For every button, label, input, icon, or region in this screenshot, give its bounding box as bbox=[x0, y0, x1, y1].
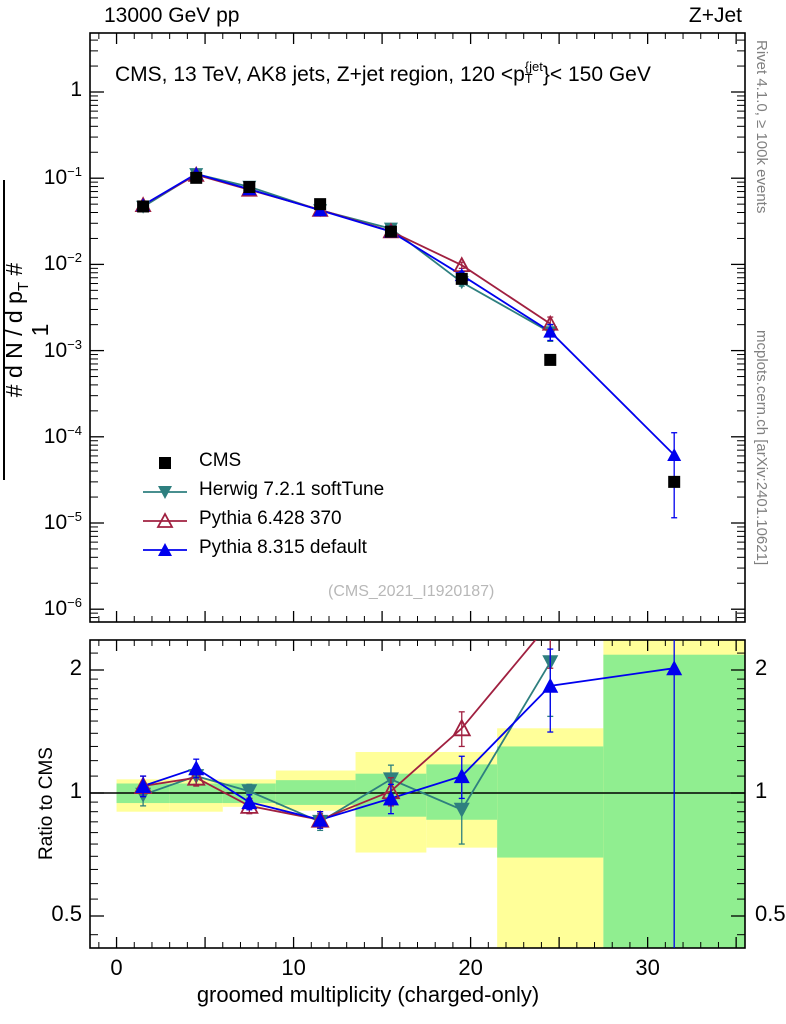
ratio-panel bbox=[89, 639, 746, 949]
data-marker bbox=[159, 457, 171, 469]
main-y-tick-label: 10−4 bbox=[43, 422, 82, 448]
data-marker bbox=[453, 768, 470, 784]
main-y-tick-label: 10−1 bbox=[43, 164, 82, 190]
header-right-label: Z+Jet bbox=[688, 4, 742, 27]
data-marker bbox=[158, 486, 172, 499]
legend bbox=[143, 457, 187, 556]
data-marker bbox=[241, 784, 258, 800]
watermark-label: (CMS_2021_I1920187) bbox=[328, 583, 495, 600]
ratio-y-tick-label-right: 1 bbox=[755, 778, 768, 803]
main-y-tick-label: 10−6 bbox=[43, 595, 82, 621]
ratio-y-tick-label-left: 2 bbox=[69, 655, 82, 680]
svg-text:1: 1 bbox=[27, 324, 53, 337]
header-left-label: 13000 GeV pp bbox=[104, 4, 240, 27]
main-panel bbox=[89, 32, 746, 623]
data-marker bbox=[135, 778, 152, 794]
data-marker bbox=[312, 811, 329, 827]
legend-label: CMS bbox=[199, 450, 242, 471]
data-marker bbox=[453, 802, 470, 818]
main-y-axis-label: d2N d pT d λ# d N / d pT #1 bbox=[0, 0, 60, 620]
main-y-tick-label: 10−2 bbox=[43, 250, 82, 276]
data-marker bbox=[666, 660, 683, 676]
data-marker bbox=[158, 543, 172, 556]
main-y-tick-label: 10−5 bbox=[43, 509, 82, 534]
series-line bbox=[142, 173, 551, 334]
data-marker bbox=[452, 718, 472, 737]
data-marker bbox=[455, 272, 468, 285]
series-line bbox=[142, 173, 551, 325]
data-marker bbox=[667, 447, 682, 461]
x-tick-label: 10 bbox=[281, 955, 306, 980]
data-marker bbox=[188, 760, 205, 776]
ratio-y-tick-label-right: 0.5 bbox=[755, 901, 786, 926]
ratio-series bbox=[133, 640, 683, 948]
band-inner bbox=[497, 746, 604, 858]
x-tick-label: 30 bbox=[635, 955, 660, 980]
data-marker bbox=[156, 512, 174, 528]
data-marker bbox=[314, 198, 327, 211]
legend-label: Herwig 7.2.1 softTune bbox=[199, 479, 385, 500]
legend-label: Pythia 8.315 default bbox=[199, 537, 367, 558]
data-marker bbox=[384, 225, 397, 238]
series-line bbox=[142, 172, 675, 456]
ratio-y-tick-label-left: 0.5 bbox=[51, 901, 82, 926]
data-marker bbox=[382, 790, 399, 806]
data-marker bbox=[543, 324, 558, 338]
data-marker bbox=[668, 475, 681, 488]
x-tick-label: 20 bbox=[458, 955, 483, 980]
data-marker bbox=[190, 171, 203, 184]
data-marker bbox=[241, 794, 258, 810]
ratio-y-tick-label-left: 1 bbox=[69, 778, 82, 803]
uncertainty-bands bbox=[116, 640, 745, 948]
main-frame bbox=[89, 32, 746, 623]
ratio-line bbox=[142, 667, 675, 821]
ratio-y-tick-label-right: 2 bbox=[755, 655, 768, 680]
data-marker bbox=[137, 200, 150, 213]
data-marker bbox=[243, 181, 256, 194]
data-marker bbox=[186, 767, 206, 786]
data-marker bbox=[544, 353, 557, 366]
legend-label: Pythia 6.428 370 bbox=[199, 508, 342, 529]
main-y-tick-label: 10−3 bbox=[43, 336, 82, 362]
x-tick-label: 0 bbox=[110, 955, 123, 980]
x-axis-label: groomed multiplicity (charged-only) bbox=[196, 982, 540, 1007]
data-marker bbox=[542, 677, 559, 693]
main-annotation: CMS, 13 TeV, AK8 jets, Z+jet region, 120… bbox=[115, 59, 651, 86]
main-y-tick-label: 1 bbox=[70, 78, 82, 101]
